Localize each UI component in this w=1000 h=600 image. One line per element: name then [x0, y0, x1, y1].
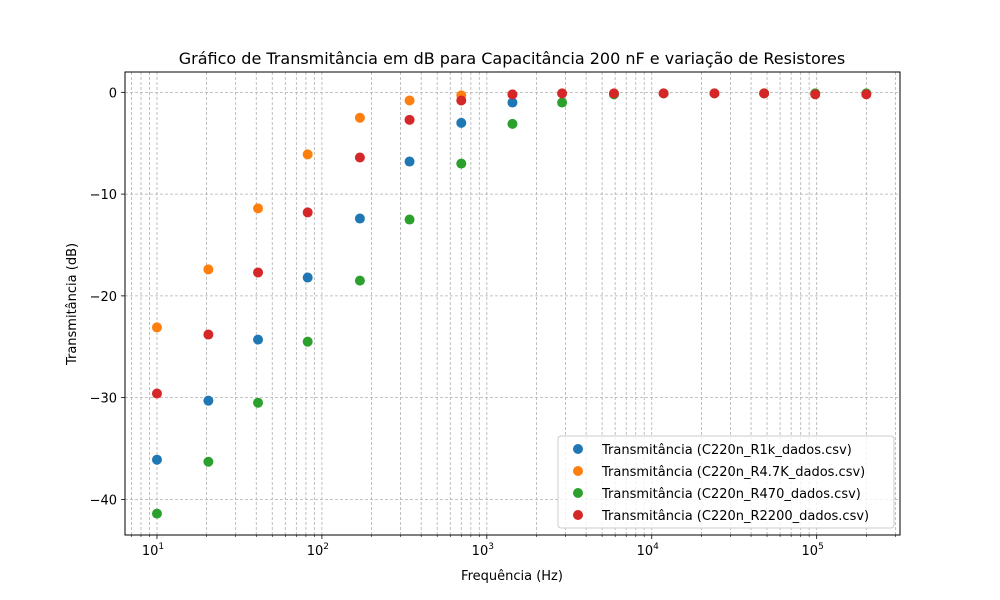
data-point [507, 97, 518, 108]
y-axis-label: Transmitância (dB) [65, 243, 80, 366]
data-point [354, 152, 365, 163]
legend: Transmitância (C220n_R1k_dados.csv) Trans… [557, 435, 895, 529]
data-point [354, 213, 365, 224]
data-point [759, 88, 770, 99]
x-tick-label: 101 [142, 542, 164, 559]
legend-marker [573, 488, 583, 498]
legend-label: Transmitância (C220n_R1k_dados.csv) [601, 443, 852, 458]
legend-box [557, 435, 895, 529]
data-point [456, 117, 467, 128]
data-point [151, 322, 162, 333]
data-point [151, 508, 162, 519]
x-tick-label: 104 [637, 542, 660, 559]
data-point [203, 329, 214, 340]
data-point [404, 214, 415, 225]
data-point [507, 118, 518, 129]
data-point [253, 397, 264, 408]
data-point [557, 88, 568, 99]
y-tick-label: −10 [90, 188, 117, 203]
data-point [302, 207, 313, 218]
legend-label: Transmitância (C220n_R4.7K_dados.csv) [601, 465, 865, 480]
data-point [253, 334, 264, 345]
y-axis-ticks: 0 −10 −20 −30 −40 [90, 86, 125, 508]
data-point [456, 158, 467, 169]
data-point [507, 89, 518, 100]
data-point [203, 456, 214, 467]
data-point [810, 89, 821, 100]
data-point [404, 114, 415, 125]
data-point [253, 267, 264, 278]
data-point [456, 95, 467, 106]
y-tick-label: −40 [90, 493, 117, 508]
data-point [203, 395, 214, 406]
data-point [253, 203, 264, 214]
data-point [302, 336, 313, 347]
y-tick-label: 0 [109, 86, 117, 101]
data-point [861, 89, 872, 100]
x-tick-label: 102 [307, 542, 329, 559]
data-point [709, 88, 720, 99]
y-tick-label: −20 [90, 290, 117, 305]
data-point [404, 95, 415, 106]
x-axis-label: Frequência (Hz) [461, 569, 563, 584]
data-point [608, 88, 619, 99]
y-tick-label: −30 [90, 392, 117, 407]
data-point [557, 97, 568, 108]
x-axis-ticks: 101 102 103 104 105 [131, 535, 896, 559]
data-point [302, 149, 313, 160]
data-point [354, 275, 365, 286]
data-point [354, 112, 365, 123]
legend-marker [573, 444, 583, 454]
x-tick-label: 103 [472, 542, 494, 559]
legend-marker [573, 466, 583, 476]
data-point [404, 156, 415, 167]
legend-label: Transmitância (C220n_R470_dados.csv) [601, 487, 861, 502]
legend-marker [573, 510, 583, 520]
data-points [151, 88, 872, 519]
data-point [151, 454, 162, 465]
x-tick-label: 105 [802, 542, 824, 559]
data-point [658, 88, 669, 99]
plot-frame [124, 71, 901, 536]
data-point [302, 272, 313, 283]
data-point [203, 264, 214, 275]
chart-title: Gráfico de Transmitância em dB para Capa… [179, 49, 845, 68]
data-point [151, 388, 162, 399]
legend-label: Transmitância (C220n_R2200_dados.csv) [601, 509, 869, 524]
